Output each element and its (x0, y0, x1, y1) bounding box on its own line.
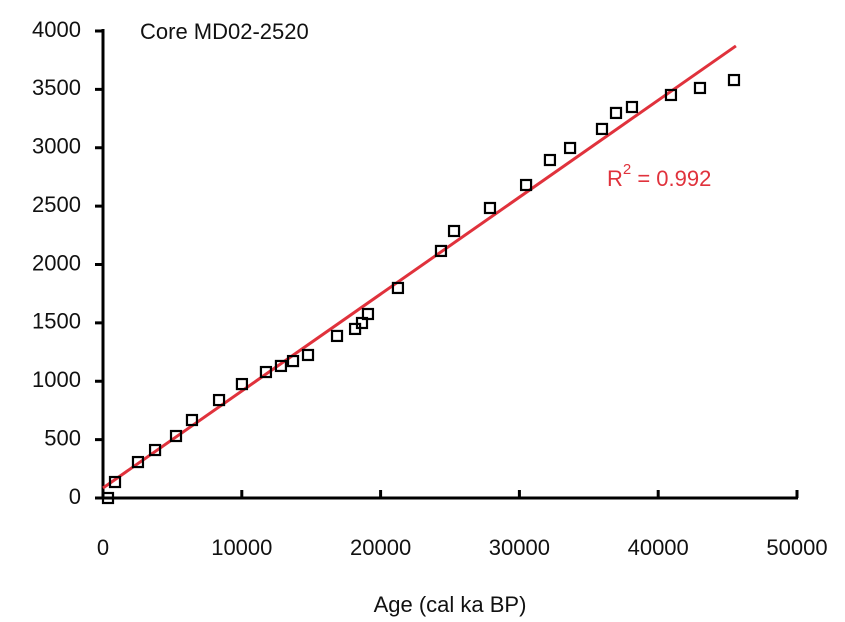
point (108, 475, 122, 489)
point (519, 178, 533, 192)
point (185, 413, 199, 427)
point (259, 365, 273, 379)
y-tick-label: 3500 (32, 75, 81, 100)
point (391, 281, 405, 295)
point (169, 429, 183, 443)
point (274, 359, 288, 373)
point (235, 377, 249, 391)
annotation-tail: = 0.992 (631, 166, 711, 191)
point (447, 224, 461, 238)
y-tick-label: 4000 (32, 17, 81, 42)
point (543, 153, 557, 167)
y-tick-label: 1500 (32, 309, 81, 334)
y-tick-label: 2000 (32, 250, 81, 275)
chart-title: Core MD02-2520 (140, 19, 309, 44)
point (148, 443, 162, 457)
point (609, 106, 623, 120)
point (101, 491, 115, 505)
annotation-base: R (607, 166, 623, 191)
x-tick-label: 10000 (211, 535, 272, 560)
point (483, 201, 497, 215)
fit-line (102, 44, 737, 490)
x-tick-label: 50000 (766, 535, 827, 560)
point (693, 81, 707, 95)
y-tick-label: 1000 (32, 367, 81, 392)
point (434, 244, 448, 258)
point (595, 122, 609, 136)
x-tick-label: 0 (97, 535, 109, 560)
point (212, 393, 226, 407)
y-tick-label: 500 (44, 425, 81, 450)
x-tick-label: 40000 (628, 535, 689, 560)
point (131, 455, 145, 469)
point (361, 307, 375, 321)
r-squared-annotation: R2 = 0.992 (607, 161, 711, 191)
y-tick-label: 2500 (32, 192, 81, 217)
point (330, 329, 344, 343)
x-axis-label: Age (cal ka BP) (374, 592, 527, 617)
annotation-sup: 2 (623, 161, 631, 178)
point (563, 141, 577, 155)
point (625, 100, 639, 114)
y-tick-label: 3000 (32, 134, 81, 159)
x-tick-label: 20000 (350, 535, 411, 560)
point (301, 348, 315, 362)
point (664, 88, 678, 102)
y-tick-label: 0 (69, 484, 81, 509)
point (727, 73, 741, 87)
point (286, 354, 300, 368)
x-tick-label: 30000 (489, 535, 550, 560)
